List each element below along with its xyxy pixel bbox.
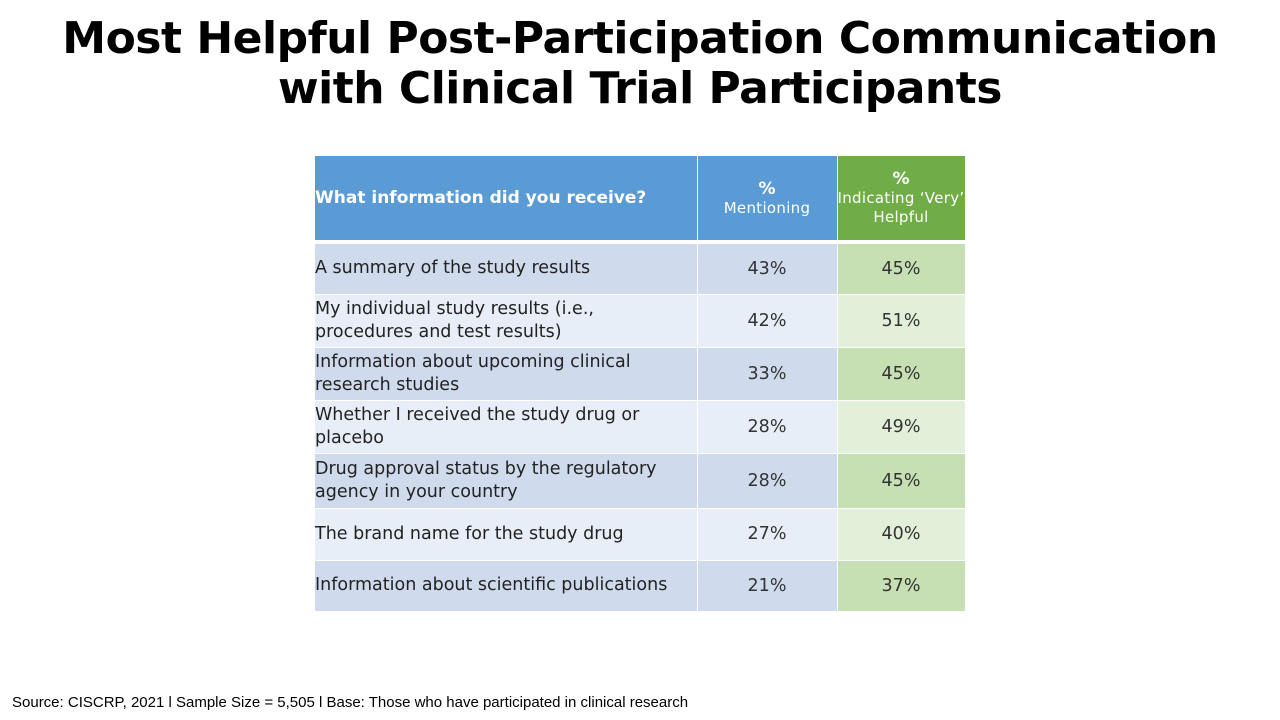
row-item: Whether I received the study drug or pla…	[315, 400, 698, 454]
row-very-helpful: 37%	[837, 560, 966, 612]
header-row: What information did you receive? % Ment…	[315, 156, 966, 244]
row-item: Information about upcoming clinical rese…	[315, 347, 698, 401]
row-item: A summary of the study results	[315, 242, 698, 295]
row-item: The brand name for the study drug	[315, 508, 698, 561]
table-row: A summary of the study results 43% 45%	[315, 242, 966, 295]
table-row: Whether I received the study drug or pla…	[315, 400, 966, 454]
table-row: The brand name for the study drug 27% 40…	[315, 508, 966, 561]
row-mentioning: 21%	[697, 560, 838, 612]
table-row: My individual study results (i.e., proce…	[315, 294, 966, 348]
header-very-helpful: % Indicating ‘Very’ Helpful	[837, 156, 966, 244]
row-mentioning: 28%	[697, 453, 838, 509]
header-mentioning: % Mentioning	[697, 156, 838, 244]
page-title: Most Helpful Post-Participation Communic…	[0, 14, 1280, 114]
title-line-2: with Clinical Trial Participants	[278, 63, 1002, 114]
row-very-helpful: 45%	[837, 242, 966, 295]
row-item: My individual study results (i.e., proce…	[315, 294, 698, 348]
results-table: What information did you receive? % Ment…	[315, 156, 966, 612]
row-very-helpful: 45%	[837, 453, 966, 509]
row-very-helpful: 51%	[837, 294, 966, 348]
row-very-helpful: 40%	[837, 508, 966, 561]
header-question: What information did you receive?	[315, 156, 698, 244]
table-row: Drug approval status by the regulatory a…	[315, 453, 966, 509]
header-very-helpful-label: Indicating ‘Very’ Helpful	[837, 189, 965, 226]
row-mentioning: 28%	[697, 400, 838, 454]
row-mentioning: 27%	[697, 508, 838, 561]
row-item: Drug approval status by the regulatory a…	[315, 453, 698, 509]
row-mentioning: 43%	[697, 242, 838, 295]
row-mentioning: 33%	[697, 347, 838, 401]
source-note: Source: CISCRP, 2021 l Sample Size = 5,5…	[12, 694, 689, 711]
header-very-helpful-symbol: %	[892, 169, 910, 189]
row-very-helpful: 49%	[837, 400, 966, 454]
row-item: Information about scientific publication…	[315, 560, 698, 612]
header-mentioning-label: Mentioning	[723, 198, 811, 217]
table-row: Information about upcoming clinical rese…	[315, 347, 966, 401]
row-very-helpful: 45%	[837, 347, 966, 401]
table-row: Information about scientific publication…	[315, 560, 966, 612]
title-line-1: Most Helpful Post-Participation Communic…	[62, 13, 1218, 64]
header-mentioning-symbol: %	[758, 178, 776, 199]
row-mentioning: 42%	[697, 294, 838, 348]
